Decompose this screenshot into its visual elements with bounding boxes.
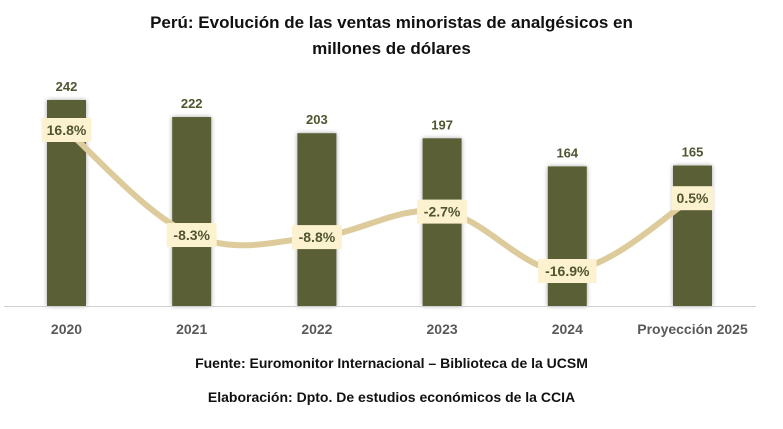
bar-value-label: 203 [306, 112, 328, 127]
growth-label-text: 16.8% [47, 122, 87, 138]
growth-label: -8.8% [291, 225, 342, 250]
bar-1 [172, 117, 212, 306]
growth-label-bg [291, 225, 342, 250]
bar-value-label: 164 [556, 145, 578, 160]
growth-label-bg [166, 223, 217, 248]
x-tick-label: 2022 [301, 321, 332, 337]
growth-label-text: -16.9% [545, 263, 590, 279]
chart-title-line1: Perú: Evolución de las ventas minoristas… [150, 13, 633, 32]
chart-title-line2: millones de dólares [312, 39, 471, 58]
source-note: Fuente: Euromonitor Internacional – Bibl… [195, 355, 588, 371]
x-tick-label: 2024 [552, 321, 583, 337]
growth-label-bg [41, 118, 92, 142]
growth-label-text: 0.5% [677, 190, 709, 206]
labels-group: 242 2020 222 2021 203 2022 197 2023 164 2024 165 Pr… [41, 79, 748, 337]
growth-label-bg [417, 199, 468, 224]
elaboration-note: Elaboración: Dpto. De estudios económico… [207, 389, 576, 405]
growth-label-bg [671, 186, 714, 211]
growth-line [63, 127, 696, 275]
growth-label: 16.8% [41, 118, 92, 142]
bar-4 [547, 166, 587, 306]
growth-label-text: -8.8% [299, 229, 336, 245]
growth-label: -2.7% [417, 199, 468, 224]
growth-label: 0.5% [671, 186, 714, 211]
bar-value-label: 197 [431, 117, 453, 132]
bar-value-label: 222 [181, 96, 203, 111]
growth-label: -8.3% [166, 223, 217, 248]
x-tick-label: 2023 [427, 321, 458, 337]
x-tick-label: Proyección 2025 [637, 321, 748, 337]
bar-2 [297, 133, 337, 306]
growth-label-text: -2.7% [424, 204, 461, 220]
chart-title: Perú: Evolución de las ventas minoristas… [0, 10, 783, 62]
growth-label-text: -8.3% [173, 227, 210, 243]
bar-value-label: 242 [56, 79, 78, 94]
x-tick-label: 2020 [51, 321, 82, 337]
x-tick-label: 2021 [176, 321, 207, 337]
growth-label-bg [538, 259, 597, 283]
bar-value-label: 165 [682, 145, 704, 160]
growth-label: -16.9% [538, 259, 597, 283]
